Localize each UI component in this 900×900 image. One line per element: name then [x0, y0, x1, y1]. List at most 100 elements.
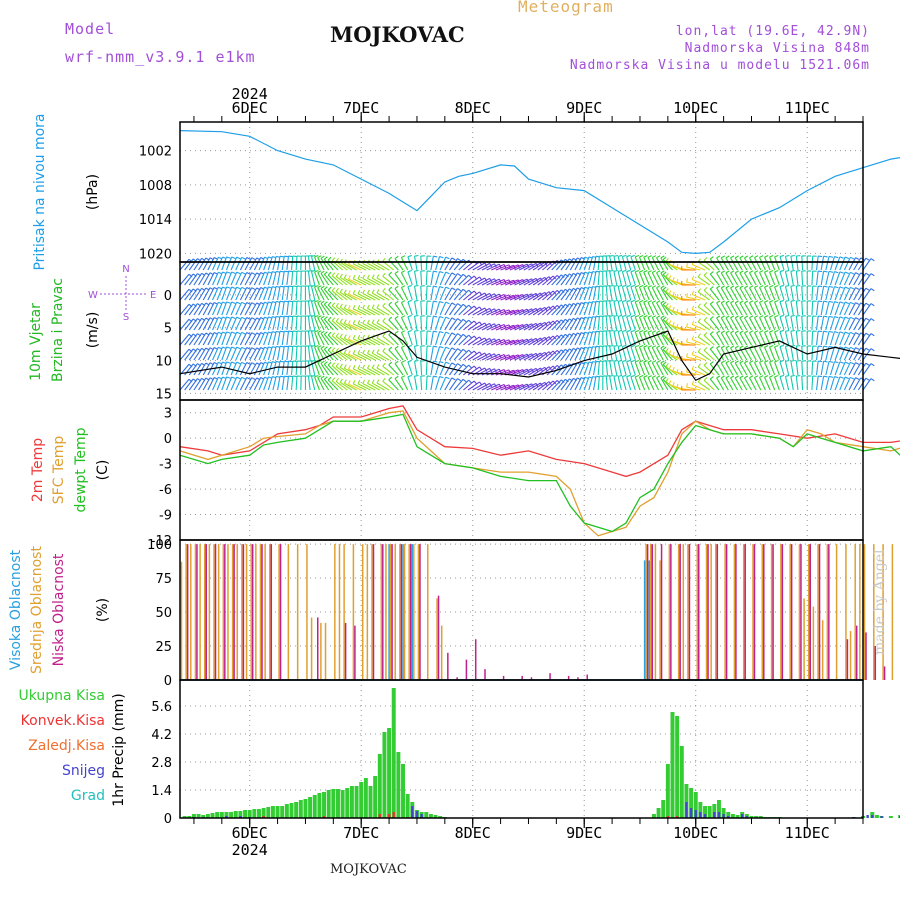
- wind-barb: [509, 353, 523, 361]
- wind-barb: [239, 302, 248, 316]
- wind-barb: [865, 317, 870, 321]
- wind-barb: [609, 346, 613, 361]
- wind-barb: [834, 316, 839, 319]
- wind-barb: [366, 304, 370, 309]
- wind-barb: [686, 386, 701, 391]
- wind-barb: [272, 301, 277, 316]
- wind-barb: [565, 273, 574, 286]
- wind-barb: [286, 286, 290, 301]
- wind-barb: [284, 270, 289, 273]
- wind-barb: [834, 271, 841, 286]
- wind-barb: [491, 308, 505, 316]
- precip-bar: [694, 810, 697, 818]
- wind-barb: [774, 254, 779, 258]
- wind-barb: [382, 332, 386, 337]
- wind-barb: [774, 299, 779, 303]
- wind-barb: [569, 302, 578, 316]
- wind-barb: [647, 272, 655, 286]
- wind-barb: [691, 335, 695, 340]
- year-label-bottom: 2024: [232, 841, 268, 859]
- wind-barb: [652, 330, 657, 333]
- wind-barb: [784, 331, 790, 346]
- wind-barb: [528, 367, 541, 376]
- wind-barb: [779, 316, 785, 331]
- wind-barb: [473, 335, 478, 340]
- wind-barb: [656, 272, 664, 286]
- wind-barb: [477, 307, 490, 316]
- altitude-label: Nadmorska Visina 848m: [684, 41, 870, 56]
- wind-barb: [626, 256, 632, 271]
- wind-barb: [472, 382, 486, 391]
- wind-barb: [801, 330, 804, 346]
- precip-bar: [428, 814, 433, 818]
- wind-barb: [331, 335, 343, 346]
- wind-barb: [730, 257, 739, 271]
- wind-barb: [352, 290, 356, 295]
- wind-barb: [651, 317, 660, 331]
- wind-barb: [514, 368, 528, 376]
- wind-barb: [617, 256, 622, 271]
- wind-barb: [394, 270, 399, 274]
- wind-barb: [779, 361, 785, 376]
- wind-barb: [825, 271, 830, 286]
- wind-barb: [216, 271, 223, 286]
- wind-barb: [569, 377, 578, 391]
- wind-barb: [317, 302, 325, 316]
- wind-barb: [353, 368, 367, 376]
- wind-barb: [785, 329, 790, 332]
- wind-barb: [198, 257, 207, 271]
- wind-barb: [834, 376, 839, 379]
- wind-barb: [622, 254, 627, 258]
- wind-barb: [317, 255, 322, 258]
- wind-barb: [574, 272, 582, 286]
- wind-barb: [439, 271, 447, 286]
- wind-barb: [716, 285, 721, 289]
- wind-barb: [730, 332, 739, 346]
- wind-barb: [749, 377, 757, 391]
- wind-barb: [656, 347, 664, 361]
- wind-barb: [676, 278, 679, 284]
- precip-bar: [689, 788, 694, 818]
- wind-barb: [720, 330, 725, 334]
- wind-barb: [618, 299, 623, 302]
- wind-barb: [202, 362, 211, 376]
- wind-barb: [495, 324, 510, 331]
- wind-barb: [244, 272, 253, 286]
- wind-barb: [656, 362, 664, 376]
- wind-barb: [720, 257, 729, 271]
- wind-barb: [457, 333, 462, 337]
- wind-barb: [327, 286, 332, 291]
- wind-barb: [638, 256, 646, 271]
- wind-barb: [241, 271, 246, 275]
- wind-barb: [769, 361, 776, 376]
- panel-frame: [179, 121, 864, 263]
- wind-barb: [662, 286, 667, 290]
- wind-barb: [320, 273, 330, 286]
- wind-barb: [853, 257, 862, 271]
- precip-bar: [322, 816, 326, 818]
- wind-barb: [574, 377, 582, 391]
- product-title: Meteogram: [518, 0, 614, 16]
- wind-barb: [839, 376, 846, 391]
- wind-barb: [207, 377, 215, 391]
- wind-barb: [583, 256, 590, 271]
- wind-barb: [414, 314, 419, 317]
- wind-barb: [613, 301, 618, 316]
- wind-barb: [828, 285, 834, 288]
- wind-barb: [774, 361, 780, 376]
- wind-barb: [709, 363, 720, 376]
- wind-barb: [281, 256, 285, 271]
- wind-barb: [725, 287, 734, 301]
- wind-barb: [235, 377, 243, 391]
- wind-barb: [774, 376, 780, 391]
- wind-barb: [635, 359, 640, 363]
- wind-barb: [834, 361, 839, 364]
- wind-barb: [790, 284, 795, 287]
- wind-barb: [317, 375, 322, 378]
- wind-barb: [656, 375, 661, 379]
- wind-barb: [672, 306, 675, 312]
- wind-barb: [716, 317, 725, 331]
- wind-barb: [764, 316, 771, 331]
- wind-barb: [491, 263, 505, 271]
- wind-barb: [366, 334, 370, 339]
